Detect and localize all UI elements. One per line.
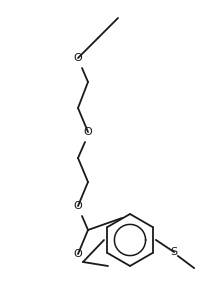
Text: O: O	[74, 249, 82, 259]
Text: O: O	[74, 53, 82, 63]
Text: S: S	[170, 247, 178, 257]
Text: O: O	[84, 127, 92, 137]
Text: O: O	[74, 201, 82, 211]
